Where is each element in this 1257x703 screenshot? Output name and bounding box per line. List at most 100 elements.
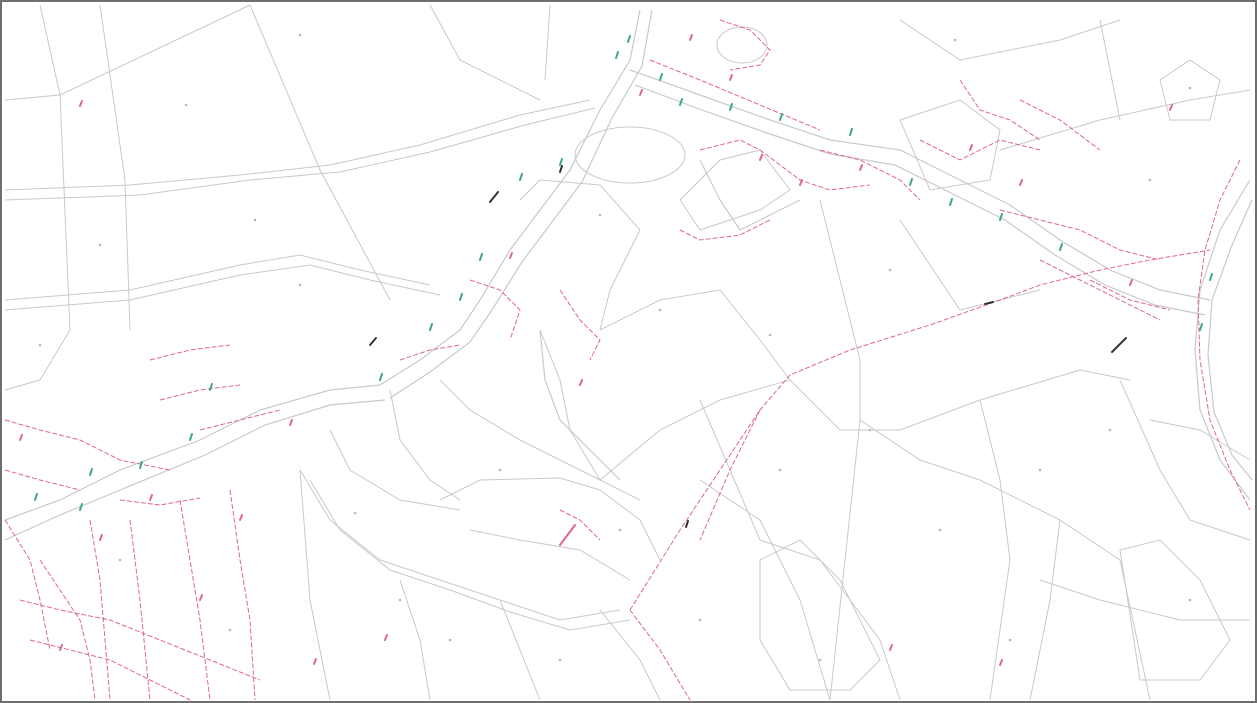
parcel-boundary	[4, 264, 441, 311]
road-edge	[4, 384, 381, 521]
parcel-boundary	[599, 379, 791, 481]
legal-boundary	[559, 509, 601, 541]
green-marker	[1059, 243, 1063, 251]
pink-marker	[313, 658, 317, 665]
parcel-boundary	[399, 579, 431, 701]
green-marker	[779, 113, 783, 121]
road-edge	[389, 9, 653, 399]
legal-boundary	[719, 19, 771, 71]
pink-marker	[729, 74, 733, 81]
centroid-dot	[1148, 178, 1152, 182]
green-marker	[139, 461, 143, 469]
parcel-boundary	[4, 107, 596, 201]
green-marker	[209, 383, 213, 391]
green-marker	[729, 103, 733, 111]
legal-boundary	[959, 79, 1041, 141]
pink-marker	[199, 594, 203, 601]
parcel-boundary	[389, 389, 461, 501]
green-marker	[679, 98, 683, 106]
pink-marker	[99, 534, 103, 541]
legal-boundary	[149, 344, 231, 361]
pink-marker	[239, 514, 243, 521]
centroid-dot	[184, 103, 188, 107]
pink-marker	[559, 524, 576, 546]
parcel-boundary	[899, 19, 1121, 61]
pink-marker	[859, 164, 863, 171]
parcel-boundary	[309, 479, 631, 631]
green-marker	[999, 213, 1003, 221]
parcel-boundary	[1029, 519, 1061, 701]
centroid-dot	[888, 268, 892, 272]
parcel-boundary	[544, 4, 551, 81]
legal-boundary	[469, 279, 521, 341]
legal-boundary	[1039, 259, 1161, 321]
survey-marker	[489, 191, 499, 203]
pink-marker	[1019, 179, 1023, 186]
centroid-dot	[298, 33, 302, 37]
pink-marker	[639, 89, 643, 96]
parcel-boundary	[859, 419, 1151, 701]
parcel-boundary	[4, 254, 431, 301]
parcel-boundary	[716, 26, 768, 64]
parcel-boundaries	[4, 4, 1251, 701]
parcel-boundary	[469, 529, 631, 581]
green-marker	[379, 373, 383, 381]
legal-boundary	[629, 249, 1211, 611]
survey-marker	[685, 520, 689, 528]
green-marker	[459, 293, 463, 301]
pink-marker	[79, 100, 83, 107]
pink-marker	[19, 434, 23, 441]
parcel-boundary	[789, 369, 1131, 431]
green-marker	[79, 503, 83, 511]
green-marker	[189, 433, 193, 441]
centroid-dot	[1188, 86, 1192, 90]
parcel-boundary	[899, 219, 1041, 311]
parcel-boundary	[249, 4, 391, 301]
parcel-boundary	[1119, 539, 1231, 681]
legal-boundary	[399, 344, 461, 361]
parcel-boundary	[4, 99, 591, 191]
legal-boundary	[229, 489, 256, 701]
green-marker	[615, 51, 619, 59]
parcel-boundary	[599, 289, 791, 381]
pink-marker	[579, 379, 583, 386]
legal-boundary	[919, 139, 1041, 161]
green-marker	[34, 493, 38, 501]
pink-parcel-markers	[19, 34, 1173, 666]
centroid-dot	[598, 213, 602, 217]
road-edge	[634, 84, 1206, 316]
green-marker	[659, 73, 663, 81]
green-marker	[519, 173, 523, 181]
pink-marker	[889, 644, 893, 651]
parcel-boundary	[429, 4, 541, 101]
green-parcel-markers	[34, 35, 1213, 511]
parcel-boundary	[4, 4, 251, 101]
centroid-dot	[1108, 428, 1112, 432]
green-marker	[909, 178, 913, 186]
survey-marker	[984, 301, 994, 305]
legal-boundary	[629, 609, 691, 701]
centroid-dot	[38, 343, 42, 347]
pink-marker	[759, 154, 763, 161]
legal-boundary	[649, 59, 821, 131]
legal-boundary	[699, 139, 871, 191]
road-edge	[4, 399, 386, 541]
survey-marker	[369, 337, 377, 346]
legal-boundary	[39, 559, 96, 701]
legal-boundary	[129, 519, 151, 701]
green-marker	[1209, 273, 1213, 281]
road-edge	[1194, 179, 1251, 501]
parcel-boundary	[4, 329, 71, 391]
centroid-dot	[353, 511, 357, 515]
centroid-dot	[768, 333, 772, 337]
pink-marker	[799, 179, 803, 186]
legal-boundary	[819, 149, 921, 201]
green-marker	[429, 323, 433, 331]
parcel-boundary	[1159, 59, 1221, 121]
legal-boundary	[119, 497, 201, 506]
pink-marker	[384, 634, 388, 641]
green-marker	[627, 35, 631, 43]
parcel-boundary	[329, 429, 461, 511]
